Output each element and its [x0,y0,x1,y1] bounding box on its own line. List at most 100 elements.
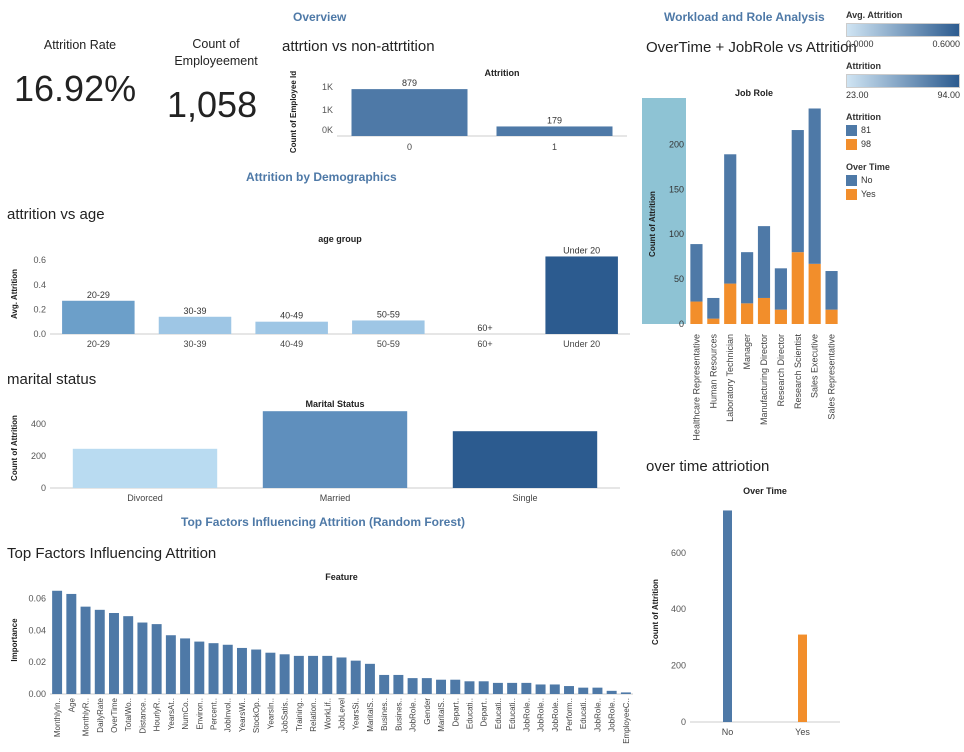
bar [109,613,119,694]
y-axis-highlight [642,98,686,324]
stacked-bar-segment [707,318,720,324]
legend-attrition-cat-title: Attrition [846,112,881,122]
bar [72,448,218,488]
y-tick-label: 0.00 [28,689,46,699]
x-tick-label: Educati.. [579,698,588,729]
x-tick-label: 50-59 [377,339,400,349]
x-tick-label: Sales Representative [827,334,837,420]
y-axis-label: Importance [10,618,19,662]
x-tick-label: YearsWi.. [238,698,247,732]
legend-item[interactable]: Yes [846,189,890,201]
overtime-role-sheet-title: OverTime + JobRole vs Attrition [646,39,857,56]
legend-item[interactable]: No [846,175,890,187]
x-tick-label: JobInvol.. [224,698,233,732]
x-tick-label: Sales Executive [810,334,820,398]
bar [336,657,347,694]
legend-item-label: No [861,175,873,185]
y-axis-label: Count of Attrition [10,415,19,481]
y-tick-label: 400 [31,419,46,429]
stacked-bar-segment [825,309,838,324]
x-tick-label: Under 20 [563,339,600,349]
x-tick-label: Research Scientist [793,334,803,410]
x-tick-label: Gender [423,698,432,725]
stacked-bar-segment [825,271,838,310]
overtime-sheet-title: over time attriotion [646,458,770,475]
attrition-sheet-title: attrtion vs non-attrtition [282,38,435,55]
x-tick-label: MonthlyR.. [82,698,91,736]
y-tick-label: 0.02 [28,657,46,667]
bar [478,681,489,694]
x-tick-label: Perform.. [565,698,574,731]
legend-avg-attrition-min: 0.0000 [846,39,874,49]
x-tick-label: Educati.. [494,698,503,729]
data-label: 20-29 [87,290,110,300]
x-tick-label: NumCo.. [181,698,190,730]
chart-title: Job Role [735,88,773,98]
chart-title: age group [318,234,362,244]
bar [279,654,290,694]
y-axis-label: Count of Employee Id [289,71,298,153]
employee-count-label: Count of Employeement [174,37,258,68]
legend-item-label: 81 [861,125,872,135]
x-tick-label: EmployeeC.. [622,698,631,744]
x-tick-label: YearsSi.. [352,698,361,730]
bar [255,321,328,334]
x-tick-label: Single [512,493,537,503]
bar [379,674,390,694]
data-label: Under 20 [563,245,600,255]
x-tick-label: Busines.. [380,698,389,731]
x-tick-label: Relation.. [309,698,318,732]
bar [421,678,432,694]
bar [208,643,219,694]
bar [66,593,77,694]
y-tick-label: 150 [669,184,684,194]
attrition-bar-chart: Attrition Count of Employee Id 1K 1K 0K 879 0 1… [289,68,627,153]
y-tick-label: 0 [41,483,46,493]
x-tick-label: DailyRate [96,697,105,732]
legend-item[interactable]: 98 [846,139,881,151]
x-tick-label: Age [67,697,76,712]
x-tick-label: Laboratory Technician [725,334,735,422]
chart-title: Feature [325,572,358,582]
legend-attrition-range: Attrition 23.00 94.00 [846,61,960,100]
bar [293,655,304,694]
bar [606,690,617,694]
x-tick-label: HourlyR.. [153,698,162,731]
legend-avg-attrition-max: 0.6000 [932,39,960,49]
x-tick-label: Depart.. [451,698,460,726]
x-tick-label: 40-49 [280,339,303,349]
section-overview-title: Overview [293,10,347,24]
y-tick-label: 600 [671,548,686,558]
marital-sheet-title: marital status [7,371,97,388]
bar [507,682,518,694]
legend-swatch [846,175,857,187]
stacked-bar-segment [774,268,787,310]
x-tick-label: YearsAt.. [167,698,176,730]
bar [158,316,232,334]
x-tick-label: 1 [552,142,557,152]
legend-item[interactable]: 81 [846,125,881,137]
bar [351,89,468,136]
bar [564,686,574,694]
y-tick-label: 200 [671,661,686,671]
chart-title: Over Time [743,486,787,496]
bar [492,682,503,694]
stacked-bar-segment [808,263,821,324]
x-tick-label: Distance.. [138,698,147,734]
age-sheet-title: attrition vs age [7,206,105,223]
x-tick-label: 60+ [477,339,492,349]
x-tick-label: JobRole.. [537,698,546,732]
bar [52,590,63,694]
x-tick-label: 0 [407,142,412,152]
stacked-bar-segment [724,283,737,324]
legend-attrition-range-min: 23.00 [846,90,869,100]
x-tick-label: Percent.. [210,698,219,730]
stacked-bar-segment [724,154,737,284]
attrition-rate-value: 16.92% [14,68,137,109]
bar [723,510,732,722]
marital-bar-chart: Marital Status Count of Attrition 0 200 400 D… [10,399,620,503]
y-tick-label: 0.06 [28,594,46,604]
x-tick-label: Healthcare Representative [691,334,701,441]
bar [251,649,262,694]
x-tick-label: Divorced [127,493,163,503]
